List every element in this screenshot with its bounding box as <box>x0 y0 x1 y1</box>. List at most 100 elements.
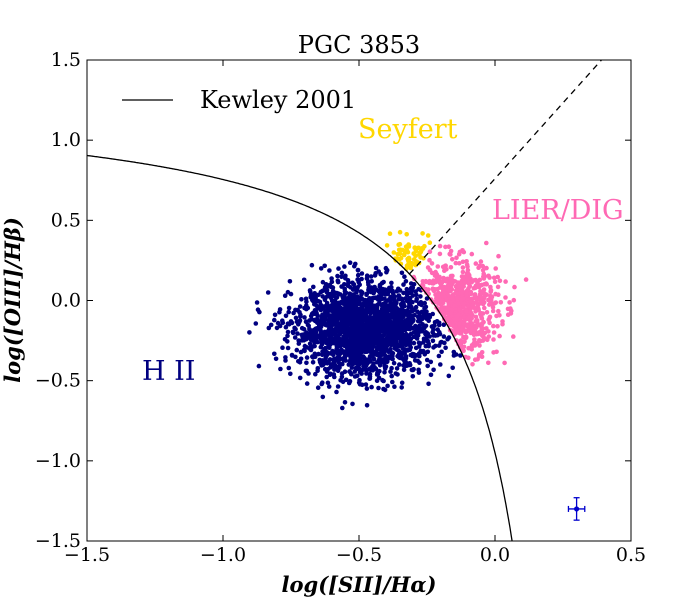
point-lier-dig <box>479 295 484 301</box>
point-h-ii <box>299 297 304 302</box>
point-lier-dig <box>485 337 490 343</box>
point-h-ii <box>430 338 436 344</box>
point-h-ii <box>356 295 361 301</box>
point-lier-dig <box>447 310 453 316</box>
point-h-ii <box>313 371 318 377</box>
point-lier-dig <box>474 299 479 305</box>
point-lier-dig <box>457 331 463 336</box>
point-lier-dig <box>461 321 467 326</box>
point-h-ii <box>402 274 407 280</box>
point-lier-dig <box>477 338 482 343</box>
point-h-ii <box>396 293 402 299</box>
point-h-ii <box>324 374 330 380</box>
point-lier-dig <box>503 295 508 300</box>
point-seyfert <box>427 240 433 245</box>
point-h-ii <box>401 282 406 287</box>
point-h-ii <box>357 351 363 357</box>
point-h-ii <box>290 330 296 336</box>
point-seyfert <box>387 231 393 236</box>
point-h-ii <box>285 289 291 295</box>
point-lier-dig <box>458 340 463 345</box>
point-lier-dig <box>470 362 475 367</box>
point-h-ii <box>280 345 285 351</box>
point-h-ii <box>324 351 330 356</box>
point-h-ii <box>415 318 421 324</box>
point-h-ii <box>410 285 416 291</box>
point-lier-dig <box>475 303 481 308</box>
point-h-ii <box>347 379 353 384</box>
point-lier-dig <box>503 279 508 284</box>
point-lier-dig <box>450 295 455 301</box>
point-h-ii <box>365 298 371 303</box>
point-h-ii <box>324 323 329 328</box>
point-h-ii <box>431 345 436 350</box>
point-h-ii <box>398 343 404 348</box>
point-h-ii <box>307 288 313 293</box>
point-h-ii <box>388 288 393 294</box>
point-lier-dig <box>492 279 498 285</box>
point-h-ii <box>309 333 315 339</box>
point-h-ii <box>437 330 442 335</box>
point-lier-dig <box>450 257 455 262</box>
x-tick-label: −1.0 <box>200 544 246 566</box>
point-h-ii <box>315 385 321 391</box>
point-h-ii <box>424 296 430 301</box>
point-h-ii <box>439 349 444 355</box>
point-seyfert <box>397 257 402 262</box>
y-tick-label: −1.0 <box>35 450 81 472</box>
point-h-ii <box>368 274 374 279</box>
point-h-ii <box>330 336 336 342</box>
point-lier-dig <box>480 267 486 273</box>
annotation-lier: LIER/DIG <box>492 195 624 226</box>
y-tick-label: 0.5 <box>51 209 81 231</box>
point-h-ii <box>369 350 374 356</box>
point-h-ii <box>288 371 293 377</box>
point-lier-dig <box>472 357 478 363</box>
point-h-ii <box>293 315 299 321</box>
point-lier-dig <box>474 318 480 324</box>
point-h-ii <box>411 340 417 346</box>
point-h-ii <box>345 325 350 330</box>
point-lier-dig <box>486 329 491 334</box>
point-lier-dig <box>460 269 466 275</box>
point-h-ii <box>361 355 366 360</box>
point-h-ii <box>398 333 403 339</box>
point-h-ii <box>254 300 260 305</box>
point-h-ii <box>336 353 342 359</box>
point-h-ii <box>397 288 403 293</box>
point-h-ii <box>402 348 408 354</box>
point-seyfert <box>384 243 390 248</box>
point-lier-dig <box>493 291 498 297</box>
point-h-ii <box>380 377 385 383</box>
point-h-ii <box>325 380 331 386</box>
point-h-ii <box>387 315 393 320</box>
point-h-ii <box>357 382 363 387</box>
point-h-ii <box>349 365 355 370</box>
point-lier-dig <box>484 265 489 271</box>
point-h-ii <box>410 374 416 379</box>
point-lier-dig <box>494 313 499 319</box>
point-h-ii <box>303 368 309 374</box>
point-h-ii <box>408 352 414 358</box>
point-lier-dig <box>472 337 477 342</box>
point-lier-dig <box>435 264 441 269</box>
point-h-ii <box>312 351 318 357</box>
point-h-ii <box>381 343 386 348</box>
point-h-ii <box>385 355 390 360</box>
point-h-ii <box>357 369 363 375</box>
point-h-ii <box>309 262 315 268</box>
point-h-ii <box>295 331 300 336</box>
point-h-ii <box>286 309 292 315</box>
point-lier-dig <box>460 265 466 270</box>
point-h-ii <box>369 279 375 284</box>
point-lier-dig <box>454 255 459 261</box>
point-lier-dig <box>482 305 487 311</box>
point-h-ii <box>314 326 320 331</box>
point-h-ii <box>304 360 309 366</box>
point-lier-dig <box>484 310 490 315</box>
point-lier-dig <box>454 314 460 319</box>
point-h-ii <box>273 356 279 362</box>
point-h-ii <box>384 269 389 275</box>
point-h-ii <box>333 295 339 301</box>
point-h-ii <box>301 326 307 332</box>
